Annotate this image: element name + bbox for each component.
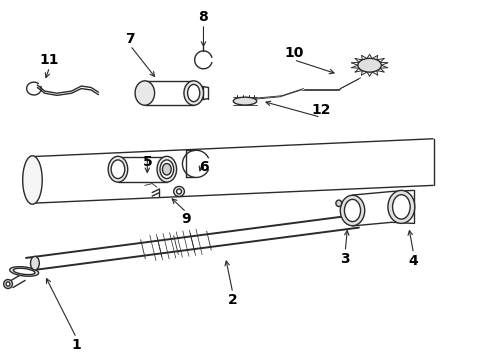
Ellipse shape	[358, 58, 381, 72]
Ellipse shape	[6, 282, 10, 286]
Text: 6: 6	[198, 160, 208, 174]
Ellipse shape	[111, 160, 125, 179]
Text: 9: 9	[182, 212, 191, 226]
Ellipse shape	[233, 97, 257, 105]
Ellipse shape	[344, 199, 361, 222]
Text: 10: 10	[284, 46, 303, 60]
Ellipse shape	[10, 267, 39, 276]
Ellipse shape	[30, 256, 39, 270]
Ellipse shape	[173, 186, 184, 197]
Ellipse shape	[392, 195, 410, 219]
Ellipse shape	[108, 156, 128, 182]
Ellipse shape	[162, 163, 171, 175]
Ellipse shape	[3, 279, 12, 288]
Ellipse shape	[336, 200, 342, 207]
Ellipse shape	[340, 195, 365, 226]
Ellipse shape	[13, 268, 35, 275]
Ellipse shape	[135, 81, 155, 105]
Text: 4: 4	[409, 253, 418, 267]
Text: 7: 7	[125, 32, 135, 45]
Text: 12: 12	[311, 103, 330, 117]
Text: 1: 1	[72, 338, 81, 352]
Ellipse shape	[157, 156, 176, 182]
Text: 11: 11	[40, 53, 59, 67]
Ellipse shape	[23, 156, 42, 204]
Ellipse shape	[176, 189, 181, 194]
Text: 8: 8	[198, 10, 208, 24]
Ellipse shape	[188, 85, 200, 102]
Ellipse shape	[160, 160, 173, 179]
Polygon shape	[30, 139, 433, 203]
Text: 5: 5	[143, 155, 152, 169]
Text: 2: 2	[228, 293, 238, 307]
Ellipse shape	[388, 190, 415, 224]
Ellipse shape	[184, 81, 203, 105]
Text: 3: 3	[341, 252, 350, 266]
